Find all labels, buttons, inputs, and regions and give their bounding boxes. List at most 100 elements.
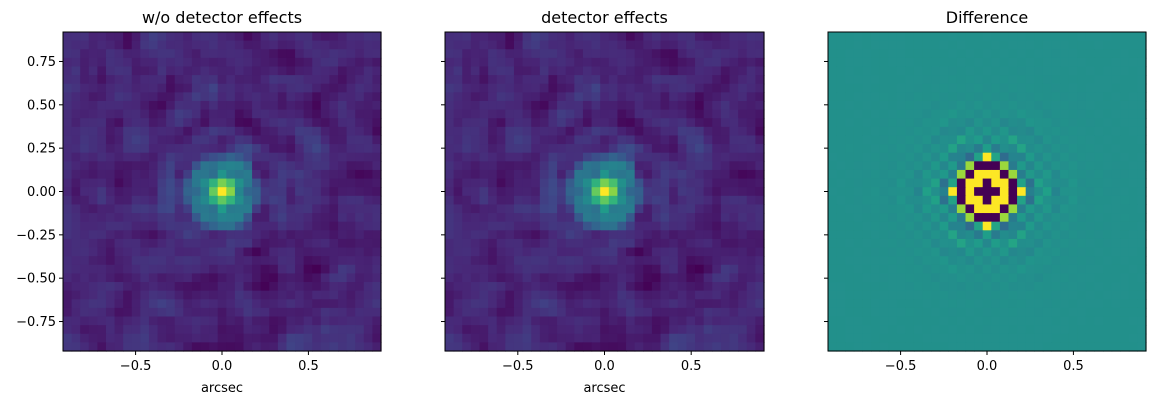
heatmap-cell bbox=[1094, 144, 1104, 154]
heatmap-cell bbox=[217, 126, 227, 137]
heatmap-cell bbox=[1060, 126, 1070, 137]
heatmap-cell bbox=[243, 316, 253, 326]
heatmap-cell bbox=[1111, 135, 1121, 145]
heatmap-cell bbox=[114, 247, 124, 257]
heatmap-cell bbox=[1017, 126, 1027, 137]
heatmap-cell bbox=[845, 66, 855, 76]
heatmap-cell bbox=[948, 83, 958, 93]
heatmap-cell bbox=[303, 49, 313, 59]
heatmap-cell bbox=[1025, 195, 1035, 206]
heatmap-cell bbox=[372, 342, 382, 352]
heatmap-cell bbox=[148, 316, 159, 326]
heatmap-cell bbox=[939, 238, 949, 249]
heatmap-cell bbox=[746, 109, 756, 119]
heatmap-cell bbox=[574, 264, 584, 274]
heatmap-cell bbox=[982, 152, 992, 162]
heatmap-cell bbox=[338, 282, 348, 292]
heatmap-cell bbox=[565, 83, 575, 93]
heatmap-cell bbox=[660, 187, 670, 197]
heatmap-cell bbox=[853, 299, 863, 309]
heatmap-cell bbox=[626, 195, 636, 206]
heatmap-cell bbox=[982, 126, 992, 137]
heatmap-cell bbox=[191, 109, 202, 119]
heatmap-cell bbox=[634, 169, 644, 180]
heatmap-cell bbox=[243, 187, 253, 197]
heatmap-cell bbox=[888, 57, 898, 68]
heatmap-cell bbox=[828, 290, 838, 300]
heatmap-cell bbox=[338, 221, 348, 231]
heatmap-cell bbox=[965, 299, 975, 309]
heatmap-cell bbox=[922, 66, 932, 76]
heatmap-cell bbox=[531, 178, 541, 188]
heatmap-cell bbox=[755, 316, 765, 326]
heatmap-cell bbox=[1077, 178, 1087, 188]
heatmap-cell bbox=[505, 247, 515, 257]
heatmap-cell bbox=[746, 247, 756, 257]
heatmap-cell bbox=[166, 238, 176, 249]
heatmap-cell bbox=[600, 307, 610, 318]
heatmap-cell bbox=[574, 213, 584, 223]
heatmap-cell bbox=[1060, 187, 1070, 197]
heatmap-cell bbox=[277, 100, 288, 111]
heatmap-cell bbox=[488, 273, 498, 283]
heatmap-cell bbox=[1077, 187, 1087, 197]
heatmap-cell bbox=[931, 333, 941, 343]
heatmap-cell bbox=[226, 307, 236, 318]
heatmap-cell bbox=[329, 66, 339, 76]
heatmap-cell bbox=[965, 83, 975, 93]
heatmap-cell bbox=[1034, 307, 1044, 318]
heatmap-cell bbox=[991, 316, 1001, 326]
heatmap-cell bbox=[320, 307, 331, 318]
heatmap-cell bbox=[591, 264, 601, 274]
heatmap-cell bbox=[634, 195, 644, 206]
heatmap-cell bbox=[870, 282, 881, 292]
heatmap-cell bbox=[634, 342, 644, 352]
heatmap-cell bbox=[63, 135, 73, 145]
heatmap-cell bbox=[488, 238, 498, 249]
heatmap-cell bbox=[617, 256, 627, 266]
heatmap-cell bbox=[479, 273, 489, 283]
heatmap-cell bbox=[991, 307, 1001, 318]
heatmap-cell bbox=[634, 49, 644, 59]
heatmap-cell bbox=[608, 204, 619, 214]
heatmap-cell bbox=[303, 273, 313, 283]
heatmap-cell bbox=[505, 299, 515, 309]
heatmap-cell bbox=[991, 333, 1001, 343]
heatmap-cell bbox=[260, 221, 270, 231]
heatmap-cell bbox=[896, 316, 906, 326]
heatmap-cell bbox=[931, 264, 941, 274]
heatmap-cell bbox=[1017, 66, 1027, 76]
heatmap-cell bbox=[131, 40, 141, 50]
heatmap-cell bbox=[738, 316, 748, 326]
heatmap-cell bbox=[939, 40, 949, 50]
heatmap-cell bbox=[939, 264, 949, 274]
heatmap-cell bbox=[496, 152, 506, 162]
heatmap-cell bbox=[71, 75, 81, 85]
heatmap-cell bbox=[836, 32, 846, 42]
heatmap-cell bbox=[660, 342, 670, 352]
heatmap-cell bbox=[496, 126, 506, 137]
heatmap-cell bbox=[105, 238, 116, 249]
heatmap-cell bbox=[355, 66, 365, 76]
heatmap-cell bbox=[63, 282, 73, 292]
heatmap-cell bbox=[462, 204, 472, 214]
heatmap-cell bbox=[608, 144, 619, 154]
heatmap-cell bbox=[312, 333, 322, 343]
heatmap-cell bbox=[634, 178, 644, 188]
heatmap-cell bbox=[312, 204, 322, 214]
heatmap-cell bbox=[956, 282, 967, 292]
heatmap-cell bbox=[956, 195, 967, 206]
heatmap-cell bbox=[905, 144, 915, 154]
heatmap-cell bbox=[686, 213, 696, 223]
heatmap-cell bbox=[88, 230, 98, 240]
heatmap-cell bbox=[582, 247, 593, 257]
heatmap-cell bbox=[505, 49, 515, 59]
heatmap-cell bbox=[853, 290, 863, 300]
heatmap-cell bbox=[505, 333, 515, 343]
heatmap-cell bbox=[114, 256, 124, 266]
heatmap-cell bbox=[252, 342, 262, 352]
heatmap-cell bbox=[372, 49, 382, 59]
heatmap-cell bbox=[260, 118, 270, 128]
heatmap-cell bbox=[505, 126, 515, 137]
heatmap-cell bbox=[1060, 204, 1070, 214]
